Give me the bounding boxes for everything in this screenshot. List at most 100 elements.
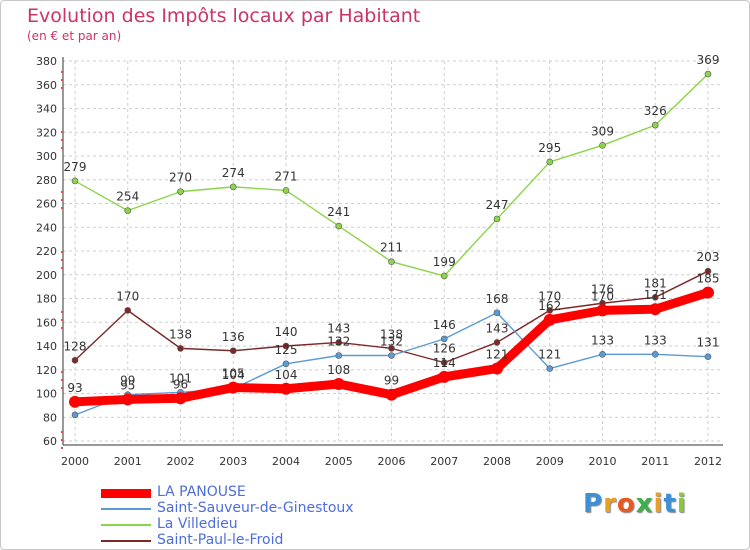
data-label: 241 <box>327 205 350 219</box>
data-label: 326 <box>644 104 667 118</box>
data-point <box>599 351 606 358</box>
data-point <box>335 352 343 359</box>
data-label: 176 <box>591 282 614 296</box>
data-label: 104 <box>275 368 298 382</box>
data-point <box>71 177 79 185</box>
data-label: 138 <box>169 327 192 341</box>
data-point <box>546 158 554 166</box>
chart-subtitle: (en € et par an) <box>27 29 122 43</box>
data-label: 171 <box>644 288 667 302</box>
data-point <box>649 303 662 316</box>
logo-letter: o <box>616 489 636 519</box>
data-label: 295 <box>538 141 561 155</box>
data-point <box>124 307 132 314</box>
data-label: 211 <box>380 241 403 255</box>
x-tick-label: 2009 <box>536 455 564 468</box>
data-label: 95 <box>120 378 135 392</box>
data-point <box>704 353 712 360</box>
data-point <box>332 378 345 390</box>
data-label: 162 <box>538 299 561 313</box>
data-point <box>229 347 237 355</box>
data-label: 96 <box>173 377 188 391</box>
data-point <box>704 267 712 275</box>
data-label: 99 <box>120 374 135 388</box>
data-point <box>385 388 398 401</box>
data-point <box>69 395 81 408</box>
y-tick-label: 260 <box>36 198 57 211</box>
data-point <box>282 342 290 350</box>
data-label: 309 <box>591 124 614 138</box>
data-label: 270 <box>169 171 192 185</box>
y-tick-label: 380 <box>36 55 57 68</box>
y-tick-label: 120 <box>36 364 57 377</box>
data-label: 108 <box>327 363 350 377</box>
data-label: 170 <box>116 289 139 303</box>
chart-title: Evolution des Impôts locaux par Habitant <box>27 5 421 27</box>
legend-swatch <box>101 508 151 510</box>
data-point <box>438 370 451 383</box>
legend-label: La Villedieu <box>157 516 238 532</box>
data-point <box>335 339 343 346</box>
x-tick-label: 2001 <box>114 455 142 468</box>
data-label: 121 <box>538 348 561 362</box>
data-label: 126 <box>433 342 456 356</box>
data-point <box>177 188 184 195</box>
data-point <box>121 393 134 406</box>
y-tick-label: 80 <box>43 411 57 424</box>
x-tick-label: 2010 <box>589 455 617 468</box>
data-point <box>440 335 448 343</box>
y-tick-label: 160 <box>36 316 57 329</box>
data-point <box>177 345 184 352</box>
data-label: 132 <box>327 335 350 349</box>
data-point <box>543 313 556 326</box>
data-label: 170 <box>538 289 561 303</box>
data-label: 274 <box>222 166 245 180</box>
logo-letter: x <box>635 489 654 519</box>
data-point <box>651 351 659 358</box>
x-tick-label: 2003 <box>219 455 247 468</box>
data-point <box>71 411 79 419</box>
data-label: 136 <box>222 330 245 344</box>
data-label: 93 <box>67 381 82 395</box>
legend-label: Saint-Sauveur-de-Ginestoux <box>157 500 354 516</box>
data-point <box>440 359 448 366</box>
data-label: 131 <box>697 336 720 350</box>
data-label: 121 <box>486 348 509 362</box>
data-point <box>440 272 448 280</box>
legend-swatch <box>101 540 151 542</box>
data-label: 181 <box>644 276 667 290</box>
data-label: 146 <box>433 318 456 332</box>
data-label: 143 <box>327 321 350 335</box>
data-label: 254 <box>116 190 139 204</box>
data-label: 203 <box>697 250 720 264</box>
data-point <box>174 392 187 405</box>
y-tick-label: 220 <box>36 245 57 258</box>
legend-label: Saint-Paul-le-Froid <box>157 532 284 548</box>
logo-letter: i <box>676 489 687 519</box>
data-point <box>704 70 712 78</box>
x-tick-label: 2002 <box>167 455 195 468</box>
logo-letter: P <box>583 489 604 519</box>
data-label: 99 <box>384 374 399 388</box>
data-point <box>280 382 292 395</box>
data-label: 279 <box>64 160 87 174</box>
y-tick-label: 100 <box>36 388 57 401</box>
data-point <box>651 121 659 129</box>
x-tick-label: 2011 <box>641 455 669 468</box>
data-point <box>282 360 290 368</box>
data-point <box>596 304 609 317</box>
data-point <box>388 258 395 265</box>
data-label: 369 <box>697 53 720 67</box>
data-point <box>546 307 554 314</box>
data-label: 114 <box>433 356 456 370</box>
legend-swatch <box>101 488 151 498</box>
y-tick-label: 280 <box>36 174 57 187</box>
x-tick-label: 2005 <box>325 455 353 468</box>
data-label: 133 <box>644 333 667 347</box>
logo-letter: r <box>603 489 617 519</box>
x-tick-label: 2000 <box>61 455 89 468</box>
y-tick-label: 360 <box>36 79 57 92</box>
data-label: 247 <box>486 198 509 212</box>
data-point <box>493 309 501 317</box>
